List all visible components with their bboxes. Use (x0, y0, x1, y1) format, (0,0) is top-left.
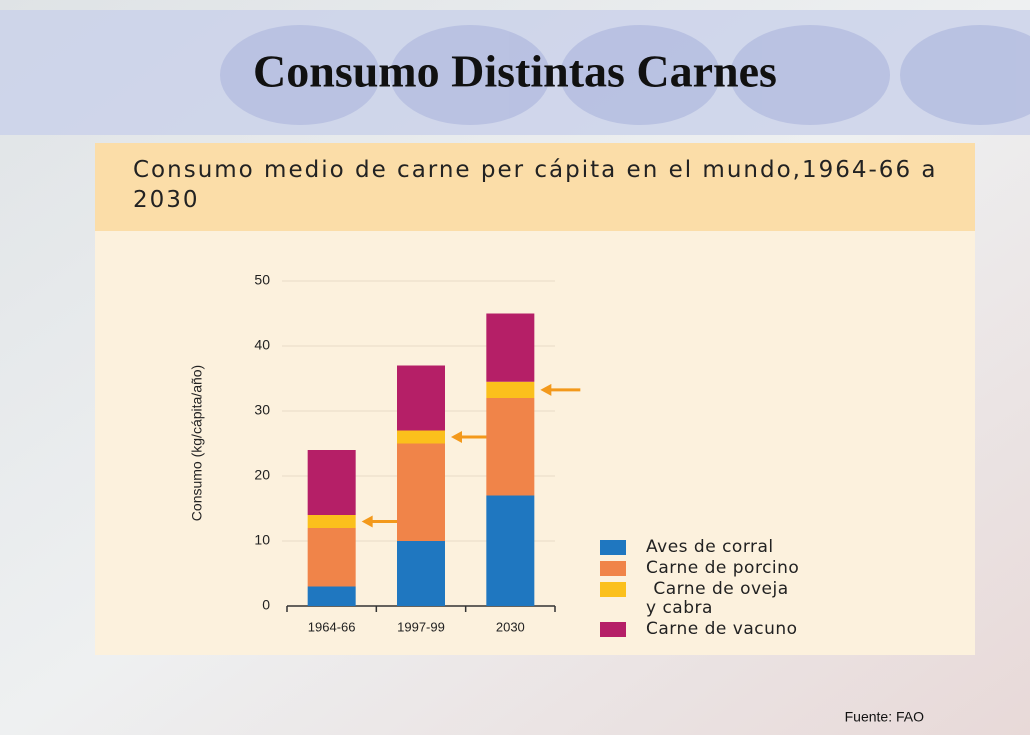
legend-item: Carne de vacuno (600, 620, 900, 639)
x-tick-label: 2030 (496, 619, 525, 634)
bar-segment (397, 443, 445, 541)
bar-segment (307, 515, 356, 528)
bar-segment (397, 541, 445, 606)
banner-circles (220, 25, 1030, 125)
legend-label: Carne de vacuno (646, 619, 798, 639)
bar-segment (307, 450, 356, 515)
bar-segment (397, 430, 445, 444)
legend-label: Carne de oveja y cabra (646, 579, 789, 618)
slide-title: Consumo Distintas Carnes (253, 46, 777, 97)
arrow-head (361, 515, 373, 528)
chart-title: Consumo medio de carne per cápita en el … (133, 157, 938, 213)
legend-item: Aves de corral (600, 538, 900, 557)
y-tick-label: 40 (254, 337, 270, 353)
bar-segment (307, 528, 356, 587)
legend-swatch (600, 540, 626, 555)
x-tick-label: 1964-66 (308, 619, 356, 634)
legend: Aves de corral Carne de porcino Carne de o… (600, 538, 900, 641)
y-axis-label: Consumo (kg/cápita/año) (189, 365, 205, 521)
y-tick-label: 30 (254, 402, 270, 418)
arrow-head (451, 431, 462, 443)
legend-item: Carne de porcino (600, 559, 900, 578)
legend-label: Aves de corral (646, 537, 774, 557)
bar-segment (486, 313, 535, 382)
panel-header (95, 143, 975, 231)
x-tick-label: 1997-99 (397, 619, 445, 634)
source: Fuente: FAO (845, 709, 924, 725)
bar-segment (486, 398, 535, 496)
legend-item: Carne de oveja y cabra (600, 580, 900, 618)
y-tick-label: 20 (254, 467, 270, 483)
legend-swatch (600, 622, 626, 637)
bar-segment (307, 586, 356, 606)
y-tick-label: 0 (262, 597, 270, 613)
legend-label: Carne de porcino (646, 558, 800, 578)
legend-swatch (600, 582, 626, 597)
arrow-head (540, 383, 552, 396)
bar-segment (486, 495, 535, 606)
y-tick-label: 10 (254, 532, 270, 548)
bar-segment (397, 365, 445, 431)
bar-segment (486, 381, 535, 398)
y-tick-label: 50 (254, 272, 270, 288)
legend-swatch (600, 561, 626, 576)
